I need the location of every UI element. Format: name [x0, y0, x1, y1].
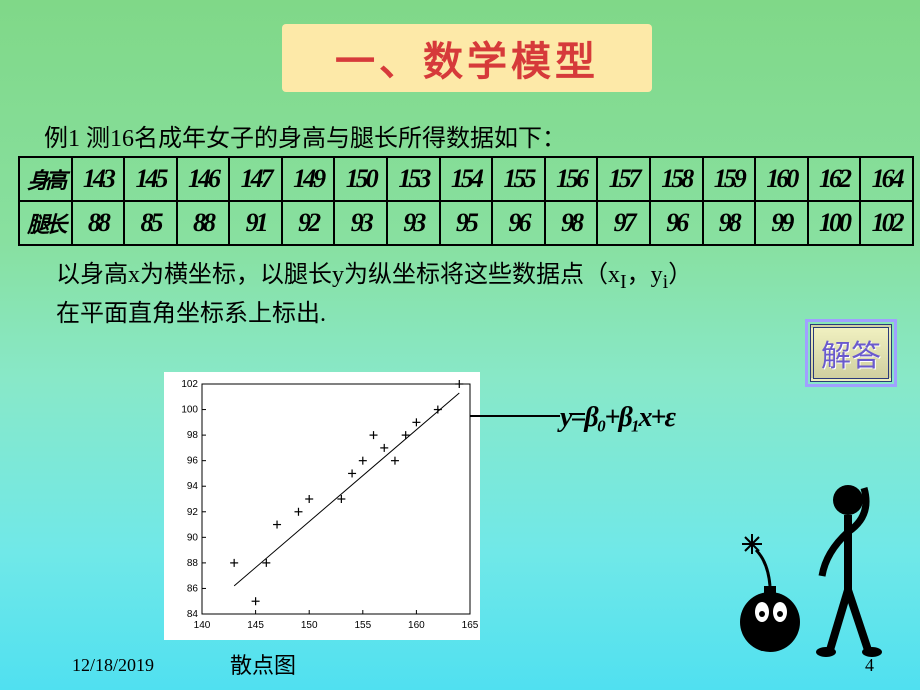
table-cell: 150: [334, 157, 387, 201]
leader-line: [470, 415, 560, 417]
table-cell: 99: [755, 201, 808, 245]
svg-text:92: 92: [187, 507, 199, 518]
row-header-height: 身高: [19, 157, 72, 201]
desc-end: ）: [668, 262, 692, 288]
example-text: 例1 测16名成年女子的身高与腿长所得数据如下：: [44, 118, 566, 153]
chart-caption: 散点图: [230, 648, 296, 680]
table-cell: 91: [229, 201, 282, 245]
table-cell: 146: [177, 157, 230, 201]
answer-button[interactable]: 解答: [810, 324, 892, 382]
table-cell: 100: [808, 201, 861, 245]
svg-text:145: 145: [247, 620, 264, 631]
table-cell: 95: [440, 201, 493, 245]
svg-text:86: 86: [187, 583, 199, 594]
table-cell: 88: [72, 201, 125, 245]
svg-text:88: 88: [187, 558, 199, 569]
table-cell: 157: [597, 157, 650, 201]
table-cell: 98: [703, 201, 756, 245]
table-cell: 88: [177, 201, 230, 245]
data-table: 身高 143 145 146 147 149 150 153 154 155 1…: [18, 156, 914, 246]
svg-text:160: 160: [408, 620, 425, 631]
table-cell: 96: [492, 201, 545, 245]
description-text: 以身高x为横坐标，以腿长y为纵坐标将这些数据点（xI，yi） 在平面直角坐标系上…: [56, 258, 692, 332]
svg-text:98: 98: [187, 430, 199, 441]
table-cell: 155: [492, 157, 545, 201]
svg-text:155: 155: [354, 620, 371, 631]
table-cell: 156: [545, 157, 598, 201]
table-cell: 96: [650, 201, 703, 245]
svg-text:94: 94: [187, 481, 199, 492]
svg-text:102: 102: [181, 379, 198, 390]
table-cell: 92: [282, 201, 335, 245]
table-cell: 143: [72, 157, 125, 201]
svg-text:100: 100: [181, 405, 198, 416]
table-cell: 97: [597, 201, 650, 245]
table-cell: 102: [860, 201, 913, 245]
svg-text:150: 150: [301, 620, 318, 631]
svg-text:84: 84: [187, 609, 199, 620]
table-row-leg: 腿长 88 85 88 91 92 93 93 95 96 98 97 96 9…: [19, 201, 913, 245]
table-cell: 159: [703, 157, 756, 201]
scatter-svg: 84 86 88 90 92 94 96 98 100 102 140 145 150 155 160 165: [164, 372, 480, 640]
svg-text:96: 96: [187, 456, 199, 467]
table-cell: 153: [387, 157, 440, 201]
desc-mid: ，y: [627, 262, 663, 288]
slide-date: 12/18/2019: [72, 655, 154, 676]
table-cell: 93: [387, 201, 440, 245]
desc-line2: 在平面直角坐标系上标出.: [56, 301, 326, 327]
table-cell: 93: [334, 201, 387, 245]
table-cell: 85: [124, 201, 177, 245]
scatter-chart: 84 86 88 90 92 94 96 98 100 102 140 145 150 155 160 165: [164, 372, 480, 640]
page-title: 一、数学模型: [335, 29, 599, 87]
table-cell: 162: [808, 157, 861, 201]
svg-text:90: 90: [187, 532, 199, 543]
clipart-bomb-figure: [730, 470, 890, 660]
table-cell: 145: [124, 157, 177, 201]
row-header-leg: 腿长: [19, 201, 72, 245]
table-row-height: 身高 143 145 146 147 149 150 153 154 155 1…: [19, 157, 913, 201]
table-cell: 149: [282, 157, 335, 201]
table-cell: 154: [440, 157, 493, 201]
svg-text:165: 165: [462, 620, 479, 631]
table-cell: 160: [755, 157, 808, 201]
title-box: 一、数学模型: [282, 24, 652, 92]
table-cell: 158: [650, 157, 703, 201]
regression-equation: y=β₀+β₁x+ε: [560, 402, 674, 434]
table-cell: 98: [545, 201, 598, 245]
desc-part1: 以身高x为横坐标，以腿长y为纵坐标将这些数据点（x: [56, 262, 620, 288]
table-cell: 147: [229, 157, 282, 201]
desc-sub1: I: [620, 271, 627, 293]
answer-button-label: 解答: [821, 331, 881, 375]
table-cell: 164: [860, 157, 913, 201]
svg-text:140: 140: [194, 620, 211, 631]
